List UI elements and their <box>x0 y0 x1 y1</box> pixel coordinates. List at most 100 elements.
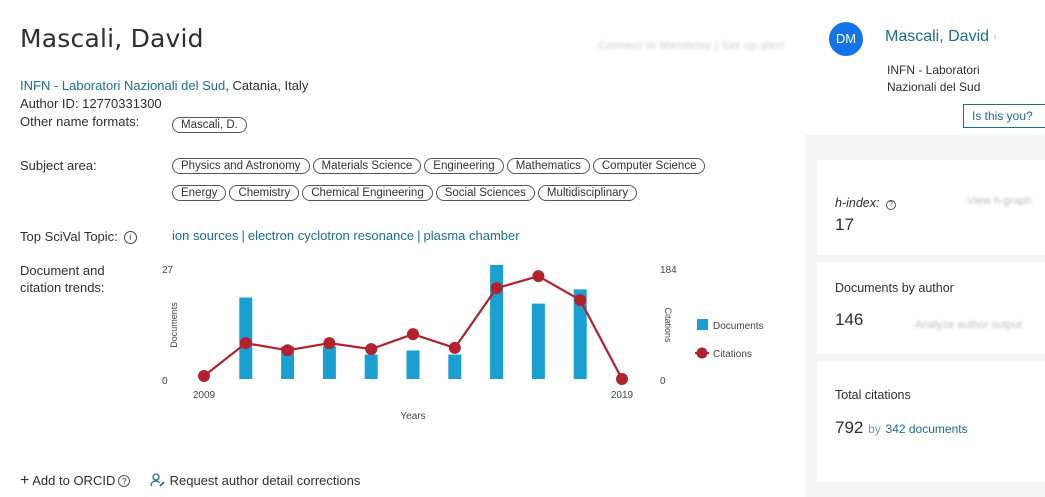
info-icon[interactable]: i <box>123 231 137 244</box>
subject-pill[interactable]: Materials Science <box>312 158 422 174</box>
left-tick-bottom: 0 <box>162 376 168 387</box>
x-axis-label: Years <box>400 411 425 422</box>
x-tick-label: 2019 <box>611 390 634 401</box>
subject-pill[interactable]: Chemistry <box>229 185 300 201</box>
h-index-label: h-index: ? <box>835 196 896 210</box>
documents-bar <box>448 354 462 379</box>
y-axis-label-left: Documents <box>169 302 179 348</box>
y-axis-label-right: Citations <box>663 307 673 343</box>
documents-bar <box>490 264 504 379</box>
sidebar-author-name-text[interactable]: Mascali, David <box>885 28 990 45</box>
subject-pill[interactable]: Multidisciplinary <box>537 185 638 201</box>
legend-citations-label: Citations <box>713 349 752 360</box>
affiliation-location: , Catania, Italy <box>225 78 309 93</box>
citations-point <box>407 328 419 341</box>
subject-pill[interactable]: Energy <box>172 185 227 201</box>
citations-point <box>616 373 628 385</box>
affiliation-link[interactable]: INFN - Laboratori Nazionali del Sud <box>20 78 226 93</box>
citations-point <box>323 337 336 350</box>
legend-citations-swatch <box>696 347 708 359</box>
affiliation: INFN - Laboratori Nazionali del Sud, Cat… <box>20 78 308 93</box>
subject-pill[interactable]: Mathematics <box>506 158 590 174</box>
chevron-right-icon: › <box>993 31 997 41</box>
topic-link[interactable]: electron cyclotron resonance <box>247 228 415 243</box>
documents-bar <box>364 354 378 379</box>
topic-separator: | <box>417 228 421 243</box>
author-name: Mascali, David <box>20 24 204 53</box>
topic-separator: | <box>241 228 245 243</box>
sidebar-author-name[interactable]: Mascali, David › <box>885 28 996 46</box>
citations-point <box>490 282 503 295</box>
add-to-orcid-label: Add to ORCID <box>32 473 116 488</box>
h-index-value: 17 <box>835 215 854 234</box>
documents-card: Documents by author 146 Analyze author o… <box>817 262 1045 354</box>
subject-pill[interactable]: Chemical Engineering <box>302 185 433 201</box>
subject-row-1: Physics and Astronomy Materials Science En… <box>172 156 708 174</box>
chart-axes: 27 0 184 0 Documents Citations 2009 2019 Years Do… <box>162 265 764 422</box>
topic-link[interactable]: plasma chamber <box>423 228 520 243</box>
add-to-orcid-button[interactable]: + Add to ORCID? <box>20 472 131 489</box>
documents-bar <box>573 289 587 379</box>
documents-value: 146 <box>835 310 864 329</box>
h-index-card: h-index: ? 17 View h-graph <box>817 160 1045 255</box>
scival-topic-text: Top SciVal Topic: <box>20 229 118 244</box>
request-corrections-button[interactable]: Request author detail corrections <box>150 473 360 488</box>
documents-bars <box>239 264 587 379</box>
subject-pill[interactable]: Physics and Astronomy <box>172 158 310 174</box>
right-tick-top: 184 <box>660 265 677 276</box>
citations-point <box>281 344 294 357</box>
citations-card: Total citations 792 by 342 documents <box>817 362 1045 482</box>
other-names-label: Other name formats: <box>20 114 140 129</box>
h-graph-link[interactable]: View h-graph <box>967 195 1032 207</box>
plus-icon: + <box>20 472 30 489</box>
citations-by: by <box>868 422 881 436</box>
avatar: DM <box>829 22 863 56</box>
subject-area-label: Subject area: <box>20 158 97 173</box>
author-id: Author ID: 12770331300 <box>20 96 162 111</box>
trends-label: Document and citation trends: <box>20 262 105 296</box>
citations-point <box>239 337 252 350</box>
other-names-list: Mascali, D. <box>172 115 250 133</box>
legend-documents-swatch <box>697 319 708 330</box>
document-citation-chart: 27 0 184 0 Documents Citations 2009 2019 Years Do… <box>162 264 764 422</box>
is-this-you-button[interactable]: Is this you? <box>963 104 1045 128</box>
subject-pill[interactable]: Computer Science <box>592 158 706 174</box>
x-tick-label: 2009 <box>193 390 216 401</box>
subject-pill[interactable]: Social Sciences <box>435 185 535 201</box>
citations-docs-link[interactable]: 342 documents <box>885 422 968 436</box>
citations-point <box>574 294 587 307</box>
help-icon[interactable]: ? <box>885 200 896 210</box>
documents-bar <box>322 346 336 379</box>
analyze-output-link[interactable]: Analyze author output <box>915 319 1023 331</box>
request-corrections-label: Request author detail corrections <box>169 473 361 488</box>
author-sidebar: DM Mascali, David › INFN - Laboratori Na… <box>805 0 1045 497</box>
documents-label: Documents by author <box>835 281 954 295</box>
trends-label-line2: citation trends: <box>20 280 105 295</box>
right-tick-bottom: 0 <box>660 376 666 387</box>
trends-label-line1: Document and <box>20 263 105 278</box>
h-index-label-text: h-index: <box>835 196 880 210</box>
other-name-pill[interactable]: Mascali, D. <box>172 117 247 133</box>
topic-link[interactable]: ion sources <box>172 228 239 243</box>
help-icon[interactable]: ? <box>118 475 131 487</box>
citations-point <box>448 341 461 354</box>
scival-topic-label: Top SciVal Topic: i <box>20 229 137 244</box>
citations-label: Total citations <box>835 388 911 402</box>
documents-bar <box>406 350 420 379</box>
sidebar-affiliation: INFN - Laboratori Nazionali del Sud <box>887 63 981 94</box>
citations-point <box>365 343 378 356</box>
citations-value-line: 792 by 342 documents <box>835 418 968 438</box>
footer-actions: + Add to ORCID? Request author detail co… <box>20 472 376 490</box>
sidebar-author-card: DM Mascali, David › INFN - Laboratori Na… <box>805 0 1045 135</box>
citations-line <box>198 270 628 385</box>
scival-topic-links: ion sources | electron cyclotron resonance… <box>172 228 520 243</box>
left-tick-top: 27 <box>162 265 174 276</box>
chart-legend: Documents Citations <box>695 319 764 360</box>
subject-pill[interactable]: Engineering <box>424 158 504 174</box>
person-edit-icon <box>150 473 165 487</box>
legend-documents-label: Documents <box>713 321 764 332</box>
subject-row-2: Energy Chemistry Chemical Engineering Socia… <box>172 183 640 201</box>
blurred-header-links[interactable]: Connect to Mendeley | Set up alert <box>598 40 785 52</box>
citations-point <box>198 370 210 383</box>
documents-bar <box>531 303 545 379</box>
